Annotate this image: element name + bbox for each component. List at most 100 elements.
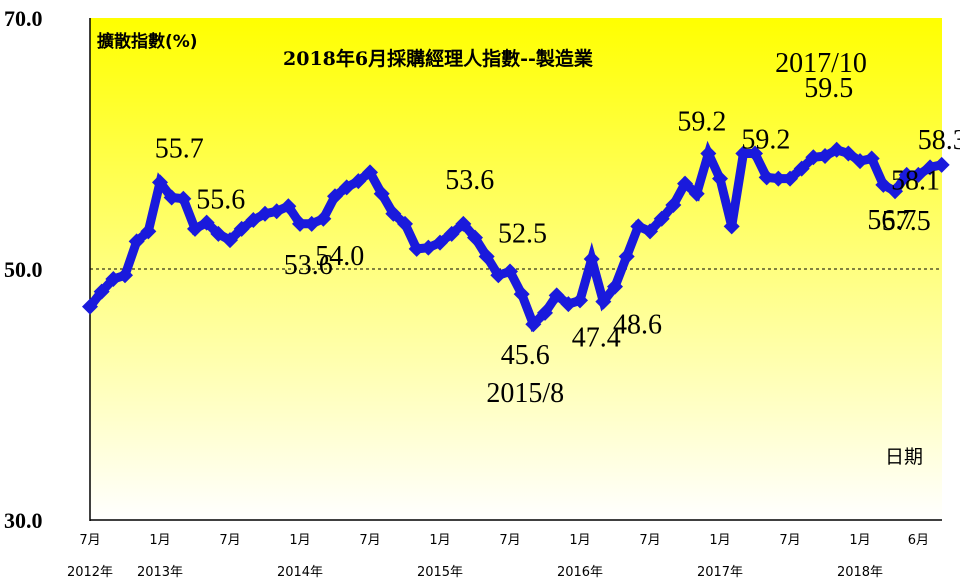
data-point-marker xyxy=(222,232,239,249)
data-label: 53.6 xyxy=(284,250,333,281)
data-label: 52.5 xyxy=(498,219,547,250)
x-tick-month-label: 1月 xyxy=(849,533,870,548)
data-point-marker xyxy=(362,164,379,181)
data-point-marker xyxy=(327,188,344,205)
x-tick-month-label: 7月 xyxy=(359,533,380,548)
data-point-marker xyxy=(712,170,729,187)
data-point-marker xyxy=(607,278,624,295)
data-point-marker xyxy=(525,316,542,333)
data-point-marker xyxy=(175,190,192,207)
data-point-marker xyxy=(595,293,612,310)
data-label: 58.1 xyxy=(891,165,940,196)
data-point-marker xyxy=(583,250,600,267)
data-point-marker xyxy=(268,203,285,220)
data-point-marker xyxy=(292,215,309,232)
x-tick-month-label: 7月 xyxy=(79,533,100,548)
data-label: 48.6 xyxy=(613,310,662,341)
data-point-marker xyxy=(572,292,589,309)
data-label: 57.5 xyxy=(882,206,931,237)
data-label: 53.6 xyxy=(445,165,494,196)
data-point-marker xyxy=(618,248,635,265)
data-point-marker xyxy=(128,233,145,250)
data-point-marker xyxy=(910,166,927,183)
data-point-marker xyxy=(233,220,250,237)
x-tick-month-label: 7月 xyxy=(499,533,520,548)
x-tick-month-label: 7月 xyxy=(639,533,660,548)
data-point-marker xyxy=(432,234,449,251)
data-point-marker xyxy=(397,215,414,232)
data-labels: 55.755.653.654.053.652.545.62015/847.448… xyxy=(155,48,960,409)
x-tick-year-label: 2018年 xyxy=(837,565,883,580)
data-point-marker xyxy=(817,148,834,165)
data-point-marker xyxy=(408,240,425,257)
data-point-marker xyxy=(735,145,752,162)
data-point-marker xyxy=(933,156,950,173)
data-point-marker xyxy=(257,205,274,222)
data-point-marker xyxy=(688,185,705,202)
data-point-marker xyxy=(747,145,764,162)
data-point-marker xyxy=(303,215,320,232)
data-point-marker xyxy=(887,183,904,200)
data-point-marker xyxy=(723,218,740,235)
data-point-marker xyxy=(863,150,880,167)
data-point-marker xyxy=(852,153,869,170)
y-tick-label-70: 70.0 xyxy=(4,6,43,31)
y-tick-label-30: 30.0 xyxy=(4,508,43,533)
data-point-marker xyxy=(385,205,402,222)
data-label: 54.0 xyxy=(315,241,364,272)
data-label: 56.7 xyxy=(867,205,916,236)
data-point-marker xyxy=(782,170,799,187)
data-point-marker xyxy=(443,225,460,242)
data-label: 45.6 xyxy=(501,340,550,371)
data-point-marker xyxy=(455,215,472,232)
data-label: 47.4 xyxy=(572,323,621,354)
data-point-marker xyxy=(420,239,437,256)
data-label: 58.3 xyxy=(918,125,960,156)
x-tick-year-label: 2017年 xyxy=(697,565,743,580)
x-tick-year-label: 2014年 xyxy=(277,565,323,580)
data-point-marker xyxy=(152,174,169,191)
data-point-marker xyxy=(898,166,915,183)
data-point-marker xyxy=(93,283,110,300)
data-label: 2017/10 xyxy=(775,48,867,79)
data-point-marker xyxy=(840,145,857,162)
data-label: 55.7 xyxy=(155,134,204,165)
data-point-marker xyxy=(653,210,670,227)
data-point-marker xyxy=(770,170,787,187)
x-tick-year-label: 2015年 xyxy=(417,565,463,580)
x-tick-month-label: 1月 xyxy=(429,533,450,548)
data-point-marker xyxy=(805,149,822,166)
y-tick-label-50: 50.0 xyxy=(4,257,43,282)
data-label: 59.5 xyxy=(804,73,853,104)
data-label: 55.6 xyxy=(196,185,245,216)
data-point-marker xyxy=(350,173,367,190)
data-point-marker xyxy=(513,286,530,303)
x-tick-month-label: 1月 xyxy=(289,533,310,548)
data-point-marker xyxy=(163,189,180,206)
data-point-marker xyxy=(82,298,98,315)
data-point-marker xyxy=(793,160,810,177)
data-point-marker xyxy=(467,229,484,246)
series-markers xyxy=(82,141,950,333)
data-point-marker xyxy=(245,212,262,229)
data-point-marker xyxy=(478,248,495,265)
x-tick-month-label: 1月 xyxy=(709,533,730,548)
x-tick-year-label: 2016年 xyxy=(557,565,603,580)
x-axis-ticks: 7月 1月 7月 1月 7月 1月 7月 1月 7月 1月 7月 1月 6月 2012年 2013年 2014… xyxy=(67,533,929,580)
data-label: 2015/8 xyxy=(486,378,564,409)
data-point-marker xyxy=(140,223,157,240)
data-point-marker xyxy=(338,179,355,196)
data-point-marker xyxy=(875,176,892,193)
data-point-marker xyxy=(373,185,390,202)
chart-title: 2018年6月採購經理人指數--製造業 xyxy=(283,47,594,70)
data-point-marker xyxy=(117,267,134,284)
data-point-marker xyxy=(280,198,297,215)
x-tick-month-label: 1月 xyxy=(149,533,170,548)
x-tick-month-label: 6月 xyxy=(908,533,929,548)
data-point-marker xyxy=(922,159,939,176)
data-point-marker xyxy=(187,220,204,237)
data-point-marker xyxy=(537,304,554,321)
data-point-marker xyxy=(642,223,659,240)
data-point-marker xyxy=(700,145,717,162)
